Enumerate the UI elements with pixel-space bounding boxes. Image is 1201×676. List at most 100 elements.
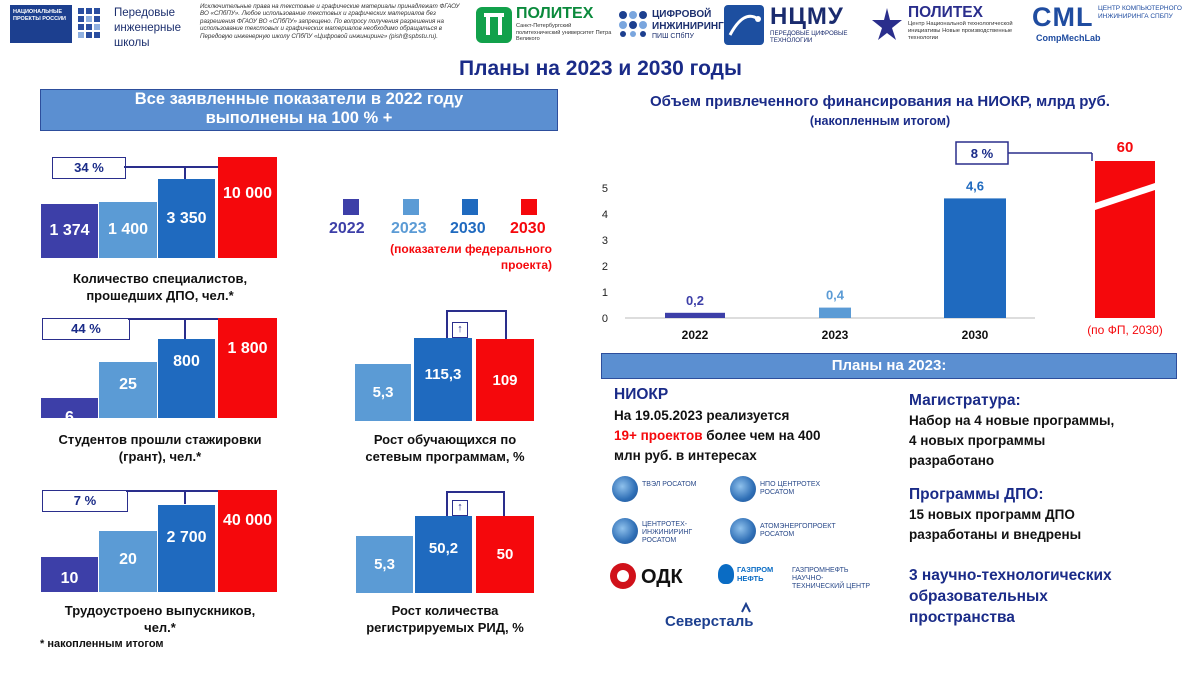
- bar-value: 40 000: [223, 512, 272, 529]
- chart-subtitle: (накопленным итогом): [809, 114, 951, 128]
- atomenergoproekt-logo-icon: [730, 518, 756, 544]
- left-banner: Все заявленные показатели в 2022 году вы…: [40, 89, 558, 131]
- legend-swatch-2022: [343, 199, 359, 215]
- bar-2030: 3 350: [158, 179, 215, 258]
- niokr-line2-rest: более чем на 400: [702, 428, 821, 443]
- small-group-caption: Рост количества регистрируемых РИД, %: [366, 603, 524, 635]
- pct-box: 44 %: [42, 318, 130, 340]
- bar-2023: 20: [99, 531, 157, 592]
- group-caption: Студентов прошли стажировки (грант), чел…: [58, 432, 262, 464]
- digital-engineering-icon: [618, 10, 648, 38]
- category-label: 2030: [962, 328, 989, 342]
- cml-subtitle: ЦЕНТР КОМПЬЮТЕРНОГО ИНЖИНИРИНГА СПБПУ: [1098, 5, 1182, 20]
- up-arrow-icon: ↑: [452, 322, 468, 338]
- national-projects-logo: НАЦИОНАЛЬНЫЕ ПРОЕКТЫ РОССИИ: [10, 5, 72, 43]
- y-tick-label: 2: [602, 261, 608, 273]
- up-arrow-icon: ↑: [452, 500, 468, 516]
- header: НАЦИОНАЛЬНЫЕ ПРОЕКТЫ РОССИИ Передовые ин…: [0, 0, 1201, 50]
- bar-value: 115,3: [424, 366, 462, 383]
- pish-logo-text: Передовые инженерные школы: [114, 7, 182, 49]
- national-projects-badge: НАЦИОНАЛЬНЫЕ ПРОЕКТЫ РОССИИ: [13, 9, 66, 22]
- polytech-subtitle: Санкт-Петербургский политехнический унив…: [516, 23, 612, 42]
- bar-2023: 1 400: [99, 202, 157, 258]
- centrotech-logo-icon: [730, 476, 756, 502]
- bar-value: 800: [173, 353, 200, 370]
- legend-swatch-2030-fp: [521, 199, 537, 215]
- partner-tvel: ТВЭЛ РОСАТОМ: [642, 481, 697, 488]
- ncmu-icon: [724, 5, 764, 45]
- bar-value: 2 700: [166, 529, 207, 546]
- legend-label-2030-fp: 2030: [510, 220, 546, 237]
- bar-value: 6: [65, 409, 74, 426]
- bar-value: 10 000: [223, 185, 272, 202]
- masters-text: Набор на 4 новые программы, 4 новых прог…: [909, 413, 1115, 468]
- legend-note: (показатели федерального проекта): [390, 242, 552, 272]
- data-label: 4,6: [966, 178, 984, 193]
- bar-value: 1 800: [227, 340, 268, 357]
- legend-label-2030: 2030: [450, 220, 486, 237]
- bar-value: 5,3: [372, 384, 394, 401]
- niokr-text: На 19.05.2023 реализуется 19+ проектов б…: [614, 406, 884, 466]
- tvel-logo-icon: [612, 476, 638, 502]
- bar-value: 109: [492, 371, 518, 389]
- legend: 2022 2023 2030 2030 (показатели федераль…: [320, 195, 560, 275]
- digital-engineering-sub: ПИШ СПбПУ: [652, 33, 694, 40]
- page-title: Планы на 2023 и 2030 годы: [459, 57, 742, 80]
- ncmu-name: НЦМУ: [770, 3, 844, 30]
- pish-grid-icon: [78, 8, 108, 40]
- left-banner-line1: Все заявленные показатели в 2022 году: [134, 90, 464, 108]
- bar-2030-fp: 50: [476, 516, 534, 593]
- bar-value: 5,3: [374, 556, 395, 573]
- bar-2023: 5,3: [356, 536, 413, 593]
- y-tick-label: 3: [602, 235, 608, 247]
- gazprom-logo: ГАЗПРОМ НЕФТЬ: [718, 564, 780, 586]
- partner-atomenergoproekt: АТОМЭНЕРГОПРОЕКТ РОСАТОМ: [760, 523, 836, 538]
- finance-chart: 0 1 2 3 4 5 0,2 2022 0,4 2023 4,6 2030 60 (по ФП, 203…: [602, 139, 1163, 342]
- bar-2022: 10: [41, 557, 98, 592]
- annotation-label: 8 %: [971, 146, 994, 161]
- chart-title: Объем привлеченного финансирования на НИ…: [650, 93, 1110, 110]
- data-label: 0,4: [826, 288, 845, 303]
- bar-2022: 1 374: [41, 204, 98, 258]
- bar-2022: 6: [41, 398, 98, 426]
- bar-2030: 115,3: [414, 338, 472, 421]
- bar-value: 3 350: [166, 209, 207, 227]
- spaces-title: 3 научно-технологических образовательных…: [909, 567, 1112, 626]
- bar-value: 50,2: [428, 540, 459, 557]
- bar-value: 25: [119, 376, 137, 393]
- bar-value: 20: [119, 551, 137, 568]
- bar-2030: 50,2: [415, 516, 472, 593]
- chart-bar: [944, 198, 1006, 318]
- category-label: 2023: [822, 328, 849, 342]
- bar-2030-fp: 10 000: [218, 157, 277, 258]
- bar-2023: 25: [99, 362, 157, 418]
- plans-banner: Планы на 2023:: [601, 353, 1177, 379]
- footnote: * накопленным итогом: [40, 638, 164, 650]
- legend-swatch-2023: [403, 199, 419, 215]
- pct-box: 34 %: [52, 157, 126, 179]
- bar-2023: 5,3: [355, 364, 411, 421]
- chart-bar: [665, 312, 725, 318]
- legend-label-2022: 2022: [329, 220, 365, 237]
- small-group-caption: Рост обучающихся по сетевым программам, …: [365, 432, 525, 464]
- pct-box: 7 %: [42, 490, 128, 512]
- polytech-logo-icon: [476, 7, 512, 43]
- y-tick-label: 0: [602, 313, 608, 325]
- y-tick-label: 4: [602, 209, 608, 221]
- nti-name: ПОЛИТЕХ: [908, 4, 983, 21]
- axis-break-mark: [1095, 183, 1155, 210]
- partner-severstal: Северсталь: [665, 613, 754, 630]
- bar-value: 50: [496, 546, 514, 563]
- niokr-line1: На 19.05.2023 реализуется: [614, 408, 790, 423]
- y-tick-label: 1: [602, 287, 608, 299]
- partner-gazprom: ГАЗПРОМ НЕФТЬ: [737, 565, 774, 583]
- digital-engineering-name: ЦИФРОВОЙ ИНЖИНИРИНГ: [652, 9, 724, 32]
- group-caption: Трудоустроено выпускников, чел.*: [64, 603, 256, 635]
- niokr-line3: млн руб. в интересах: [614, 448, 757, 463]
- nti-subtitle: Центр Национальной технологической иници…: [908, 21, 1013, 41]
- polytech-name: ПОЛИТЕХ: [516, 5, 594, 22]
- legend-swatch-2030: [462, 199, 478, 215]
- chart-bar: [1095, 161, 1155, 318]
- bar-2030-fp: 109: [476, 339, 534, 421]
- legend-label-2023: 2023: [391, 220, 427, 237]
